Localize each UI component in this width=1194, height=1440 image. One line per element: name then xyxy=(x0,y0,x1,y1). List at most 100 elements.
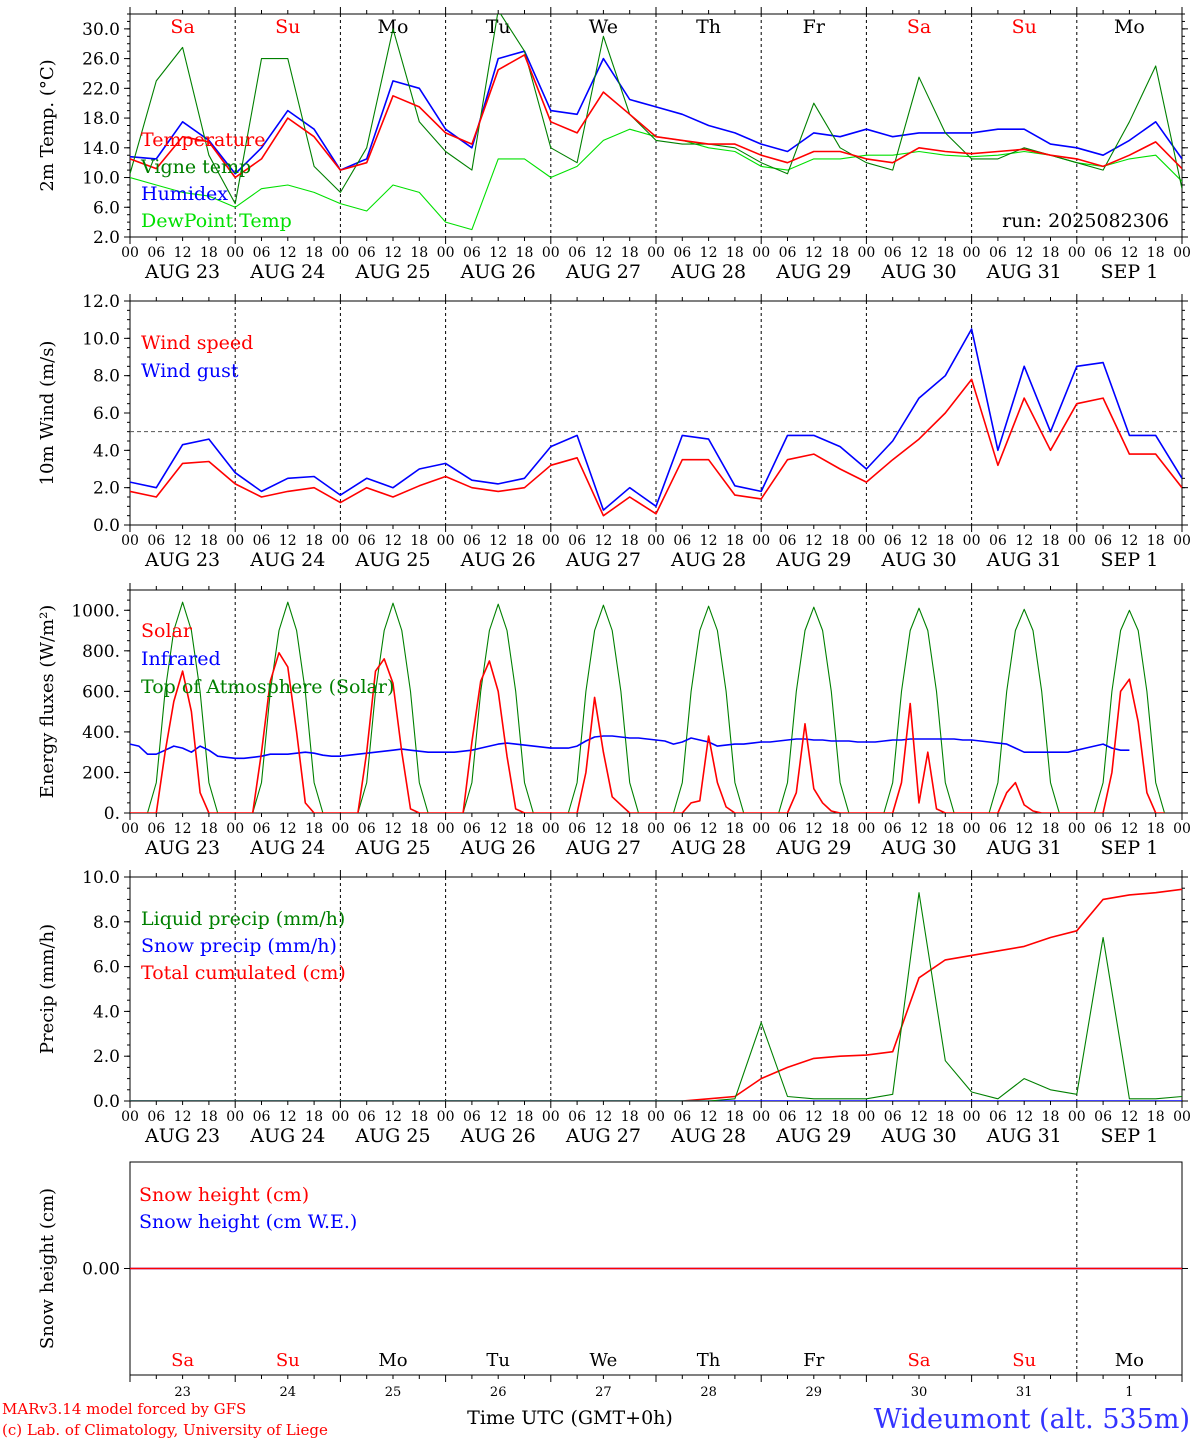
weekday-label: Tu xyxy=(486,16,511,38)
weekday-label: Mo xyxy=(378,16,409,38)
hour-label: 06 xyxy=(253,245,271,261)
hour-label: 00 xyxy=(1173,533,1191,549)
hour-label: 12 xyxy=(1015,245,1033,261)
legend-entry: Total cumulated (cm) xyxy=(141,962,346,984)
weekday-label: Tu xyxy=(486,1350,510,1371)
hour-label: 06 xyxy=(884,821,902,837)
hour-label: 12 xyxy=(700,1109,718,1125)
date-label: AUG 28 xyxy=(670,1125,746,1147)
hour-label: 12 xyxy=(805,821,823,837)
hour-label: 06 xyxy=(253,1109,271,1125)
weekday-label: Sa xyxy=(907,1350,930,1371)
series-line xyxy=(130,735,1130,760)
y-axis-title: 10m Wind (m/s) xyxy=(37,341,58,486)
hour-label: 18 xyxy=(305,533,323,549)
hour-label: 12 xyxy=(910,821,928,837)
hour-label: 12 xyxy=(700,533,718,549)
hour-label: 12 xyxy=(910,533,928,549)
hour-label: 12 xyxy=(594,245,612,261)
hour-label: 00 xyxy=(752,1109,770,1125)
date-label: AUG 31 xyxy=(986,261,1062,283)
day-number: 24 xyxy=(280,1385,297,1400)
y-tick-label: 10.0 xyxy=(82,169,120,189)
hour-label: 12 xyxy=(279,1109,297,1125)
y-axis-title: Energy fluxes (W/m²) xyxy=(37,605,58,799)
hour-label: 06 xyxy=(147,821,165,837)
hour-label: 18 xyxy=(936,1109,954,1125)
hour-label: 06 xyxy=(1094,821,1112,837)
hour-label: 00 xyxy=(1068,533,1086,549)
hour-label: 00 xyxy=(1068,821,1086,837)
x-axis-title: Time UTC (GMT+0h) xyxy=(467,1407,673,1429)
hour-label: 06 xyxy=(673,245,691,261)
chart-panel-5: 0.00 Snow height (cm) Sa Su Mo Tu We Th Fr Sa Su Mo… xyxy=(37,1161,1188,1400)
hour-label: 06 xyxy=(147,533,165,549)
weekday-label: Mo xyxy=(1114,16,1145,38)
hour-label: 18 xyxy=(516,821,534,837)
date-label: AUG 25 xyxy=(354,1125,430,1147)
hour-label: 18 xyxy=(516,245,534,261)
legend-entry: Temperature xyxy=(141,129,265,151)
hour-label: 00 xyxy=(121,1109,139,1125)
hour-label: 12 xyxy=(1015,821,1033,837)
hour-label: 12 xyxy=(384,245,402,261)
legend-entry: Wind speed xyxy=(141,332,253,354)
hour-label: 00 xyxy=(1173,821,1191,837)
date-label: SEP 1 xyxy=(1100,837,1158,859)
hour-label: 18 xyxy=(621,1109,639,1125)
hour-label: 18 xyxy=(831,533,849,549)
hour-label: 00 xyxy=(647,245,665,261)
day-number: 1 xyxy=(1125,1385,1133,1400)
model-credit: MARv3.14 model forced by GFS xyxy=(2,1400,246,1418)
hour-label: 18 xyxy=(410,821,428,837)
hour-label: 00 xyxy=(542,245,560,261)
hour-label: 18 xyxy=(305,821,323,837)
hour-label: 06 xyxy=(779,821,797,837)
hour-label: 06 xyxy=(989,821,1007,837)
hour-label: 18 xyxy=(936,533,954,549)
hour-label: 12 xyxy=(594,533,612,549)
y-tick-label: 8.0 xyxy=(93,367,120,387)
y-tick-label: 6.0 xyxy=(93,404,120,424)
hour-label: 06 xyxy=(568,821,586,837)
y-tick-label: 22.0 xyxy=(82,79,120,99)
hour-label: 12 xyxy=(700,245,718,261)
hour-label: 00 xyxy=(857,821,875,837)
hour-label: 12 xyxy=(174,245,192,261)
legend-entry: Snow height (cm) xyxy=(139,1184,309,1206)
weekday-label: Fr xyxy=(803,1350,824,1371)
hour-label: 18 xyxy=(621,245,639,261)
hour-label: 18 xyxy=(831,821,849,837)
series-line xyxy=(130,378,1182,517)
date-label: AUG 27 xyxy=(565,261,641,283)
hour-label: 12 xyxy=(174,533,192,549)
hour-label: 12 xyxy=(594,821,612,837)
y-tick-label: 2.0 xyxy=(93,479,120,499)
y-tick-label: 0. xyxy=(104,804,120,824)
weekday-label: Fr xyxy=(803,16,826,38)
hour-label: 06 xyxy=(779,1109,797,1125)
y-tick-label: 10.0 xyxy=(82,868,120,888)
legend-entry: Snow precip (mm/h) xyxy=(141,935,337,957)
hour-label: 12 xyxy=(700,821,718,837)
hour-label: 18 xyxy=(305,1109,323,1125)
series-line xyxy=(130,601,1166,813)
date-label: AUG 25 xyxy=(354,549,430,571)
weekday-label: Su xyxy=(1012,1350,1036,1371)
chart-panel-2: 0.0 2.0 4.0 6.0 8.0 10.0 12.0 10m Wind (m/s) 00 0… xyxy=(37,292,1191,571)
hour-label: 00 xyxy=(437,245,455,261)
date-label: AUG 25 xyxy=(354,261,430,283)
day-number: 28 xyxy=(700,1385,717,1400)
hour-label: 12 xyxy=(279,533,297,549)
hour-label: 00 xyxy=(963,1109,981,1125)
hour-label: 18 xyxy=(1147,245,1165,261)
hour-label: 18 xyxy=(516,533,534,549)
hour-label: 18 xyxy=(831,245,849,261)
y-tick-label: 26.0 xyxy=(82,50,120,70)
date-label: AUG 25 xyxy=(354,837,430,859)
hour-label: 18 xyxy=(936,245,954,261)
hour-label: 18 xyxy=(1042,821,1060,837)
hour-label: 12 xyxy=(910,245,928,261)
hour-label: 00 xyxy=(226,821,244,837)
legend-entry: Wind gust xyxy=(141,360,239,382)
